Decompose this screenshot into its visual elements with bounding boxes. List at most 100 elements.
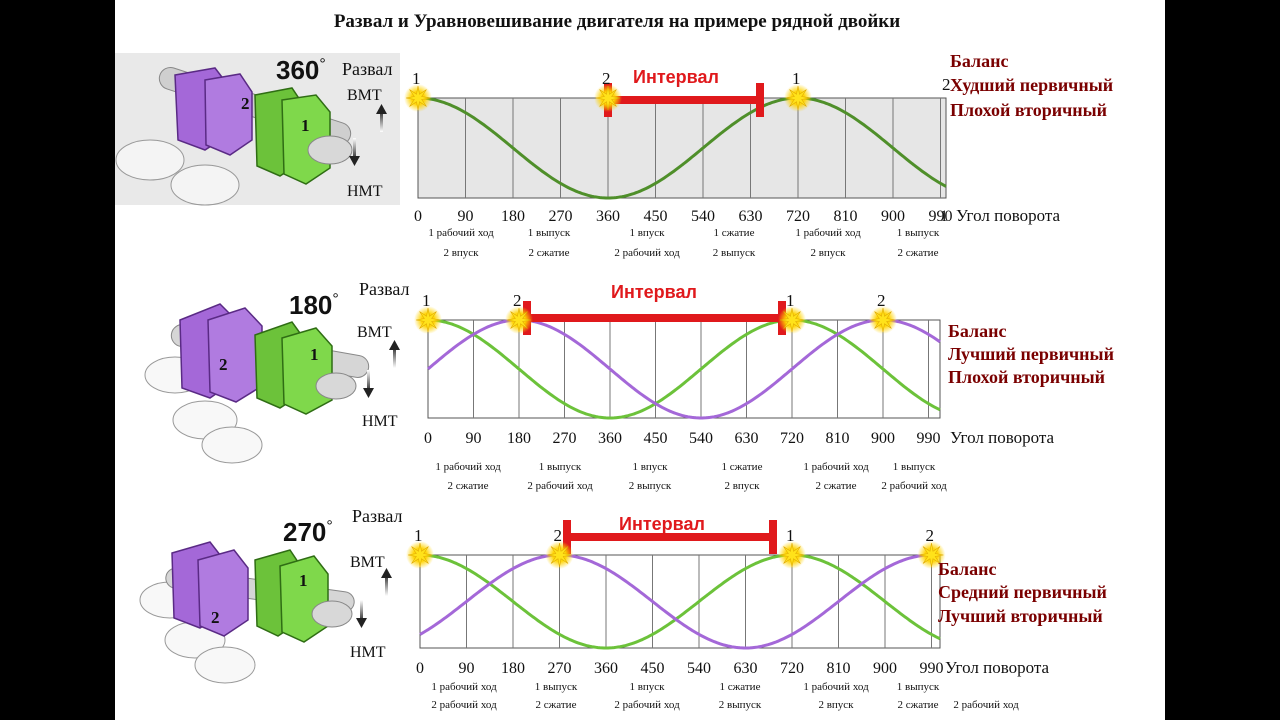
x-tick-label: 360: [596, 208, 620, 225]
stroke-label-cyl2: 2 сжатие: [898, 699, 939, 711]
x-tick-label: 180: [501, 660, 525, 677]
x-tick-label: 450: [644, 430, 668, 447]
x-tick-label: 720: [780, 430, 804, 447]
angle-axis-label: Угол поворота: [945, 658, 1050, 677]
stroke-label-cyl1: 1 выпуск: [539, 461, 582, 473]
interval-bar-end-cap: [756, 83, 764, 117]
piston-curve: [428, 318, 941, 420]
tdc-star-icon: [919, 542, 944, 568]
angle-label: 270°: [283, 517, 333, 547]
balance-primary: Средний первичный: [938, 582, 1107, 602]
stroke-label-cyl1: 1 сжатие: [720, 681, 761, 693]
x-tick-label: 810: [834, 208, 858, 225]
tdc-number: 2: [942, 75, 951, 94]
interval-label: Интервал: [633, 67, 719, 87]
stroke-label-cyl1: 1 рабочий ход: [428, 227, 494, 239]
razval-label: Развал: [352, 506, 403, 526]
tdc-star-icon: [595, 85, 621, 111]
up-arrowhead-icon: [376, 104, 387, 114]
stroke-label-cyl2: 2 рабочий ход: [881, 480, 947, 492]
x-tick-label: 90: [459, 660, 475, 677]
tdc-star-icon: [870, 307, 896, 333]
x-tick-label: 990: [920, 660, 944, 677]
stroke-label-cyl2: 2 впуск: [810, 247, 846, 259]
stroke-label-cyl2: 2 выпуск: [719, 699, 762, 711]
tdc-star-icon: [785, 85, 811, 111]
tdc-number: 1: [422, 291, 431, 310]
tdc-number: 2: [602, 69, 611, 88]
crankshaft-illustration: [115, 66, 353, 206]
down-arrowhead-icon: [349, 156, 360, 166]
razval-label: Развал: [359, 279, 410, 299]
piston-curve: [419, 553, 941, 650]
interval-bar-start-cap: [563, 520, 571, 554]
plot-area: [419, 554, 941, 649]
interval-bar-end-cap: [769, 520, 777, 554]
down-arrow-icon: [353, 138, 356, 160]
stroke-label-cyl2: 2 сжатие: [448, 480, 489, 492]
x-tick-label: 900: [871, 430, 895, 447]
angle-label: 360°: [276, 55, 326, 85]
stroke-label-cyl1: 1 рабочий ход: [435, 461, 501, 473]
stroke-label-cyl1: 1 рабочий ход: [803, 461, 869, 473]
tdc-star-icon: [405, 85, 431, 111]
balance-heading: Баланс: [950, 51, 1009, 71]
nmt-label: НМТ: [350, 644, 386, 661]
crank-label-green: 1: [310, 345, 319, 364]
crank-label-purple: 2: [211, 608, 220, 627]
stroke-label-cyl2: 2 сжатие: [529, 247, 570, 259]
stroke-label-cyl1: 1 впуск: [629, 227, 665, 239]
x-tick-label: 180: [501, 208, 525, 225]
up-arrow-icon: [393, 346, 396, 368]
vmt-label: ВМТ: [350, 554, 385, 571]
razval-label: Развал: [342, 59, 393, 79]
x-tick-label: 360: [598, 430, 622, 447]
crank-label-purple: 2: [219, 355, 228, 374]
stroke-label-cyl2: 2 рабочий ход: [527, 480, 593, 492]
x-tick-label: 990: [917, 430, 941, 447]
tdc-star-icon: [415, 307, 441, 333]
down-arrow-icon: [367, 370, 370, 392]
x-axis-ticks: 0 90 180 270 360 450 540 630 720 810 900 990: [416, 660, 944, 677]
stroke-label-cyl1: 1 рабочий ход: [431, 681, 497, 693]
x-tick-label: 810: [826, 430, 850, 447]
angle-axis-label: Угол поворота: [950, 428, 1055, 447]
down-arrowhead-icon: [356, 618, 367, 628]
tdc-number: 2: [554, 526, 563, 545]
balance-secondary: Плохой вторичный: [948, 367, 1105, 387]
tdc-number: 1: [414, 526, 423, 545]
stroke-label-cyl1: 1 впуск: [629, 681, 665, 693]
balance-primary: Худший первичный: [950, 75, 1113, 95]
stroke-label-cyl1: 1 рабочий ход: [803, 681, 869, 693]
plot-area: [417, 97, 947, 199]
stroke-label-cyl1: 1 сжатие: [722, 461, 763, 473]
crankshaft-illustration: [139, 541, 355, 684]
stroke-label-cyl1: 1 выпуск: [893, 461, 936, 473]
nmt-label: НМТ: [347, 183, 383, 200]
up-arrowhead-icon: [389, 340, 400, 350]
x-tick-label: 630: [739, 208, 763, 225]
crankshaft-illustration: [144, 303, 370, 464]
x-tick-label: 270: [549, 208, 573, 225]
x-tick-label: 720: [786, 208, 810, 225]
tdc-number: 2: [926, 526, 935, 545]
down-arrowhead-icon: [363, 388, 374, 398]
x-tick-label: 360: [594, 660, 618, 677]
x-tick-label: 0: [416, 660, 424, 677]
stroke-labels: 1 рабочий ход 2 сжатие 1 выпуск 2 рабочий х…: [435, 461, 947, 492]
stroke-label-cyl1: 1 выпуск: [535, 681, 578, 693]
x-tick-label: 900: [873, 660, 897, 677]
x-tick-label: 630: [735, 430, 759, 447]
stroke-labels: 1 рабочий ход 2 рабочий ход 1 выпуск 2 сжат…: [431, 681, 1019, 711]
up-arrow-icon: [380, 110, 383, 132]
waveform-plot: Интервал 1 2 1 2: [414, 282, 941, 420]
panel-180: 2 1 180° Развал ВМТ НМТ Интервал 1 2 1 2 0 90…: [144, 279, 1114, 492]
stroke-label-cyl2: 2 сжатие: [816, 480, 857, 492]
tdc-number: 1: [412, 69, 421, 88]
stroke-label-cyl2: 2 рабочий ход: [431, 699, 497, 711]
stroke-label-cyl1: 1 выпуск: [897, 681, 940, 693]
stroke-label-cyl2: 2 рабочий ход: [614, 247, 680, 259]
stroke-label-cyl2: 2 выпуск: [629, 480, 672, 492]
balance-heading: Баланс: [938, 559, 997, 579]
